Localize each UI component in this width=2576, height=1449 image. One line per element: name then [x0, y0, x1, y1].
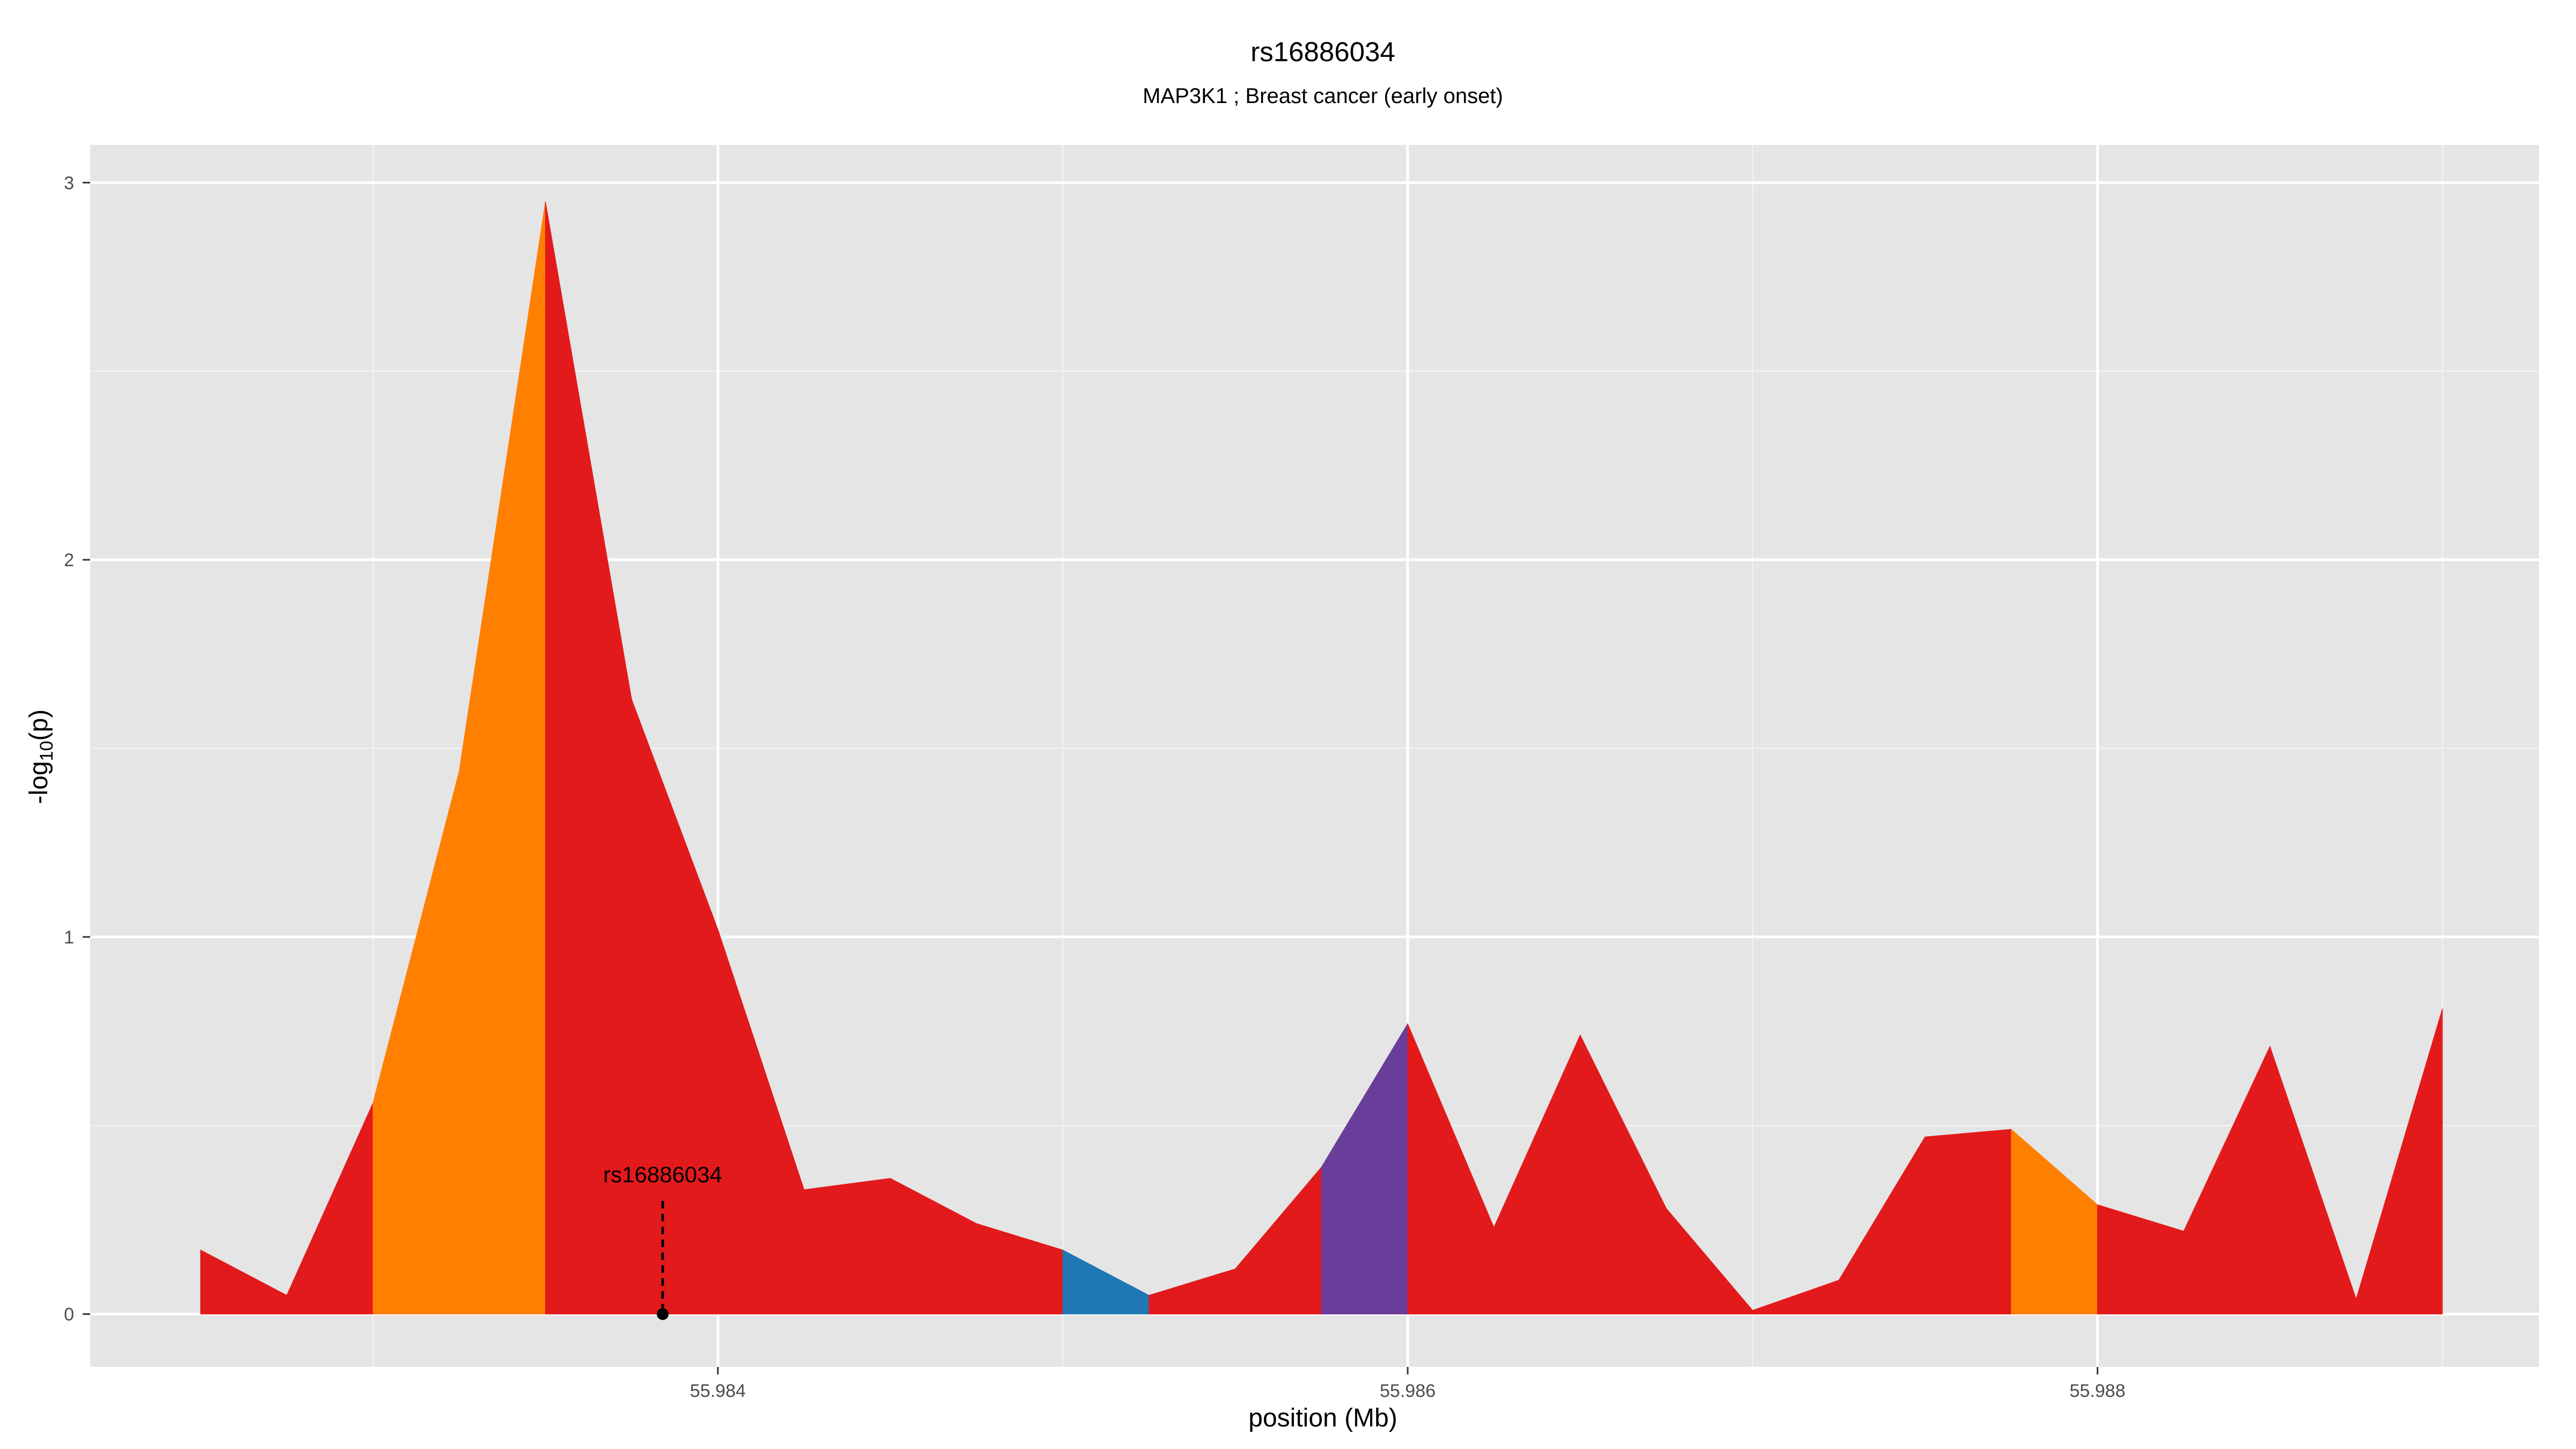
y-tick-label: 3	[64, 173, 74, 193]
y-axis-title: -log10(p)	[25, 709, 57, 804]
area-bands	[200, 201, 2443, 1315]
snp-annotation: rs16886034	[603, 1162, 722, 1320]
chart-title: rs16886034	[1250, 36, 1395, 67]
area-band	[372, 201, 546, 1315]
x-tick-label: 55.988	[2069, 1381, 2125, 1401]
annotation-label: rs16886034	[603, 1162, 722, 1187]
x-tick-label: 55.984	[690, 1381, 746, 1401]
annotation-point	[656, 1308, 669, 1320]
y-tick-label: 2	[64, 550, 74, 570]
area-band	[1148, 1166, 1322, 1315]
x-axis-ticks: 55.984 55.986 55.988	[690, 1367, 2125, 1401]
area-band	[200, 1102, 374, 1315]
area-band	[2097, 1008, 2443, 1315]
x-tick-label: 55.986	[1380, 1381, 1436, 1401]
y-tick-label: 1	[64, 927, 74, 948]
x-axis-title: position (Mb)	[1248, 1404, 1397, 1432]
chart-subtitle: MAP3K1 ; Breast cancer (early onset)	[1143, 84, 1503, 108]
y-axis-ticks: 0 1 2 3	[64, 173, 90, 1325]
y-tick-label: 0	[64, 1305, 74, 1325]
minor-gridlines	[90, 145, 2539, 1367]
